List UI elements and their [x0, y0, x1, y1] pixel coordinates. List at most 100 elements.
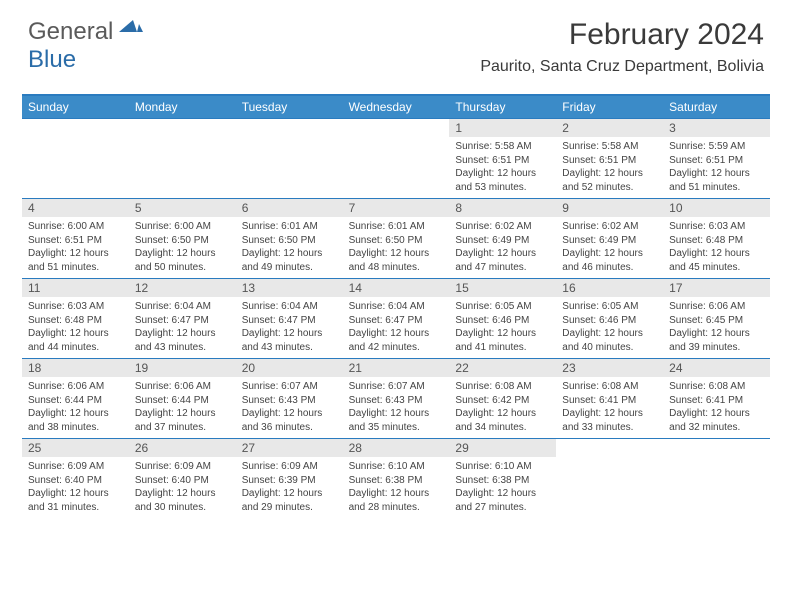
header: General February 2024 Paurito, Santa Cru…	[0, 0, 792, 84]
daylight-line: Daylight: 12 hours and 51 minutes.	[28, 247, 123, 274]
day-details: Sunrise: 6:05 AMSunset: 6:46 PMDaylight:…	[449, 297, 556, 358]
day-details: Sunrise: 6:01 AMSunset: 6:50 PMDaylight:…	[236, 217, 343, 278]
day-cell: 19Sunrise: 6:06 AMSunset: 6:44 PMDayligh…	[129, 359, 236, 438]
daylight-line: Daylight: 12 hours and 37 minutes.	[135, 407, 230, 434]
day-cell: 27Sunrise: 6:09 AMSunset: 6:39 PMDayligh…	[236, 439, 343, 518]
sunrise-line: Sunrise: 5:58 AM	[455, 140, 550, 154]
day-details: Sunrise: 6:01 AMSunset: 6:50 PMDaylight:…	[343, 217, 450, 278]
day-details: Sunrise: 6:04 AMSunset: 6:47 PMDaylight:…	[236, 297, 343, 358]
day-cell: 18Sunrise: 6:06 AMSunset: 6:44 PMDayligh…	[22, 359, 129, 438]
day-number: 21	[343, 359, 450, 377]
day-cell: 3Sunrise: 5:59 AMSunset: 6:51 PMDaylight…	[663, 119, 770, 198]
day-number: 10	[663, 199, 770, 217]
daylight-line: Daylight: 12 hours and 33 minutes.	[562, 407, 657, 434]
day-number: 11	[22, 279, 129, 297]
day-number: 23	[556, 359, 663, 377]
day-details: Sunrise: 6:04 AMSunset: 6:47 PMDaylight:…	[343, 297, 450, 358]
weekday-cell: Monday	[129, 96, 236, 118]
day-details: Sunrise: 6:03 AMSunset: 6:48 PMDaylight:…	[663, 217, 770, 278]
day-details: Sunrise: 6:06 AMSunset: 6:44 PMDaylight:…	[129, 377, 236, 438]
day-details: Sunrise: 6:05 AMSunset: 6:46 PMDaylight:…	[556, 297, 663, 358]
day-cell: 11Sunrise: 6:03 AMSunset: 6:48 PMDayligh…	[22, 279, 129, 358]
day-cell: 1Sunrise: 5:58 AMSunset: 6:51 PMDaylight…	[449, 119, 556, 198]
week-row: 4Sunrise: 6:00 AMSunset: 6:51 PMDaylight…	[22, 198, 770, 278]
sunset-line: Sunset: 6:49 PM	[455, 234, 550, 248]
day-number: 27	[236, 439, 343, 457]
sunrise-line: Sunrise: 6:08 AM	[562, 380, 657, 394]
day-cell: 7Sunrise: 6:01 AMSunset: 6:50 PMDaylight…	[343, 199, 450, 278]
sunrise-line: Sunrise: 6:00 AM	[28, 220, 123, 234]
logo-text-blue: Blue	[28, 46, 76, 73]
day-details: Sunrise: 6:10 AMSunset: 6:38 PMDaylight:…	[449, 457, 556, 518]
day-number: 8	[449, 199, 556, 217]
daylight-line: Daylight: 12 hours and 41 minutes.	[455, 327, 550, 354]
sunset-line: Sunset: 6:38 PM	[455, 474, 550, 488]
daylight-line: Daylight: 12 hours and 47 minutes.	[455, 247, 550, 274]
weekday-cell: Sunday	[22, 96, 129, 118]
sunset-line: Sunset: 6:46 PM	[455, 314, 550, 328]
day-cell	[236, 119, 343, 198]
sunset-line: Sunset: 6:42 PM	[455, 394, 550, 408]
day-details: Sunrise: 6:00 AMSunset: 6:51 PMDaylight:…	[22, 217, 129, 278]
day-details: Sunrise: 6:04 AMSunset: 6:47 PMDaylight:…	[129, 297, 236, 358]
day-number: 13	[236, 279, 343, 297]
logo-triangle-icon	[119, 18, 143, 41]
sunrise-line: Sunrise: 6:02 AM	[562, 220, 657, 234]
day-details: Sunrise: 6:10 AMSunset: 6:38 PMDaylight:…	[343, 457, 450, 518]
sunset-line: Sunset: 6:51 PM	[455, 154, 550, 168]
day-details: Sunrise: 5:58 AMSunset: 6:51 PMDaylight:…	[449, 137, 556, 198]
day-cell: 15Sunrise: 6:05 AMSunset: 6:46 PMDayligh…	[449, 279, 556, 358]
daylight-line: Daylight: 12 hours and 39 minutes.	[669, 327, 764, 354]
day-cell	[556, 439, 663, 518]
day-number: 14	[343, 279, 450, 297]
logo: General	[28, 18, 145, 46]
sunset-line: Sunset: 6:41 PM	[669, 394, 764, 408]
day-details: Sunrise: 6:08 AMSunset: 6:41 PMDaylight:…	[556, 377, 663, 438]
day-number: 4	[22, 199, 129, 217]
day-number: 12	[129, 279, 236, 297]
day-cell: 12Sunrise: 6:04 AMSunset: 6:47 PMDayligh…	[129, 279, 236, 358]
sunrise-line: Sunrise: 5:59 AM	[669, 140, 764, 154]
day-details: Sunrise: 6:03 AMSunset: 6:48 PMDaylight:…	[22, 297, 129, 358]
sunrise-line: Sunrise: 6:04 AM	[242, 300, 337, 314]
day-cell: 26Sunrise: 6:09 AMSunset: 6:40 PMDayligh…	[129, 439, 236, 518]
week-row: 1Sunrise: 5:58 AMSunset: 6:51 PMDaylight…	[22, 118, 770, 198]
logo-text-general: General	[28, 18, 113, 46]
sunset-line: Sunset: 6:40 PM	[28, 474, 123, 488]
day-number: 24	[663, 359, 770, 377]
day-cell: 14Sunrise: 6:04 AMSunset: 6:47 PMDayligh…	[343, 279, 450, 358]
day-number: 1	[449, 119, 556, 137]
day-details: Sunrise: 6:00 AMSunset: 6:50 PMDaylight:…	[129, 217, 236, 278]
sunrise-line: Sunrise: 6:02 AM	[455, 220, 550, 234]
daylight-line: Daylight: 12 hours and 29 minutes.	[242, 487, 337, 514]
sunrise-line: Sunrise: 5:58 AM	[562, 140, 657, 154]
day-number: 7	[343, 199, 450, 217]
daylight-line: Daylight: 12 hours and 52 minutes.	[562, 167, 657, 194]
daylight-line: Daylight: 12 hours and 40 minutes.	[562, 327, 657, 354]
day-number: 6	[236, 199, 343, 217]
daylight-line: Daylight: 12 hours and 31 minutes.	[28, 487, 123, 514]
sunrise-line: Sunrise: 6:04 AM	[349, 300, 444, 314]
day-details: Sunrise: 6:07 AMSunset: 6:43 PMDaylight:…	[343, 377, 450, 438]
day-number: 29	[449, 439, 556, 457]
location: Paurito, Santa Cruz Department, Bolivia	[480, 58, 764, 76]
sunrise-line: Sunrise: 6:07 AM	[242, 380, 337, 394]
daylight-line: Daylight: 12 hours and 51 minutes.	[669, 167, 764, 194]
daylight-line: Daylight: 12 hours and 27 minutes.	[455, 487, 550, 514]
day-cell: 24Sunrise: 6:08 AMSunset: 6:41 PMDayligh…	[663, 359, 770, 438]
day-number: 25	[22, 439, 129, 457]
sunset-line: Sunset: 6:51 PM	[28, 234, 123, 248]
day-cell: 9Sunrise: 6:02 AMSunset: 6:49 PMDaylight…	[556, 199, 663, 278]
sunrise-line: Sunrise: 6:08 AM	[669, 380, 764, 394]
day-number: 15	[449, 279, 556, 297]
day-details: Sunrise: 6:02 AMSunset: 6:49 PMDaylight:…	[556, 217, 663, 278]
daylight-line: Daylight: 12 hours and 42 minutes.	[349, 327, 444, 354]
sunset-line: Sunset: 6:40 PM	[135, 474, 230, 488]
day-cell: 21Sunrise: 6:07 AMSunset: 6:43 PMDayligh…	[343, 359, 450, 438]
day-cell: 20Sunrise: 6:07 AMSunset: 6:43 PMDayligh…	[236, 359, 343, 438]
sunset-line: Sunset: 6:51 PM	[669, 154, 764, 168]
sunrise-line: Sunrise: 6:06 AM	[28, 380, 123, 394]
sunrise-line: Sunrise: 6:09 AM	[28, 460, 123, 474]
weekday-cell: Friday	[556, 96, 663, 118]
day-number: 20	[236, 359, 343, 377]
